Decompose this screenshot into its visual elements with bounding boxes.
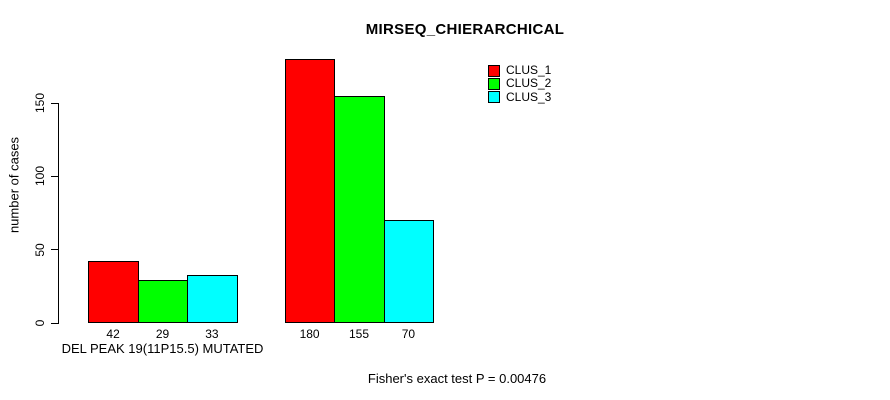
y-axis-tick (51, 175, 58, 177)
y-axis-tick (51, 102, 58, 104)
legend-item: CLUS_3 (488, 89, 552, 104)
bar-value-label: 42 (106, 327, 120, 341)
y-tick-label: 0 (33, 319, 47, 327)
bar-value-label: 155 (348, 327, 369, 341)
bar-value-label: 29 (155, 327, 170, 341)
bar-clus_1-group1 (88, 261, 139, 323)
bar-clus_3-group2 (383, 220, 435, 323)
legend-label: CLUS_2 (506, 76, 552, 91)
y-tick-label: 150 (33, 92, 47, 114)
chart-title: MIRSEQ_CHIERARCHICAL (365, 21, 565, 38)
y-tick-label: 50 (33, 242, 47, 257)
legend-label: CLUS_1 (506, 63, 552, 77)
legend-item: CLUS_2 (488, 77, 551, 90)
x-group-label: DEL PEAK 19(11P15.5) MUTATED (61, 341, 264, 356)
bar-value-label: 70 (401, 327, 416, 341)
bar-clus_3-group1 (187, 274, 238, 323)
y-tick-label: 100 (33, 166, 47, 187)
y-axis-tick (51, 322, 58, 324)
bar-value-label: 180 (299, 327, 320, 341)
legend-swatch-clus_1 (488, 64, 500, 77)
y-axis-tick (51, 249, 58, 251)
legend-swatch-clus_2 (488, 77, 500, 90)
legend-swatch-clus_3 (488, 91, 500, 104)
legend: CLUS_1 CLUS_2 CLUS_3 (488, 64, 551, 104)
bar-clus_2-group2 (334, 95, 385, 323)
y-axis-line (58, 103, 59, 324)
y-axis-label: number of cases (6, 136, 22, 234)
legend-item: CLUS_1 (488, 64, 551, 77)
bar-clus_2-group1 (137, 280, 189, 323)
fisher-test-annotation: Fisher's exact test P = 0.00476 (367, 371, 547, 386)
bar-value-label: 33 (205, 327, 219, 341)
legend-label: CLUS_3 (506, 89, 552, 104)
bar-clus_1-group2 (284, 59, 336, 323)
